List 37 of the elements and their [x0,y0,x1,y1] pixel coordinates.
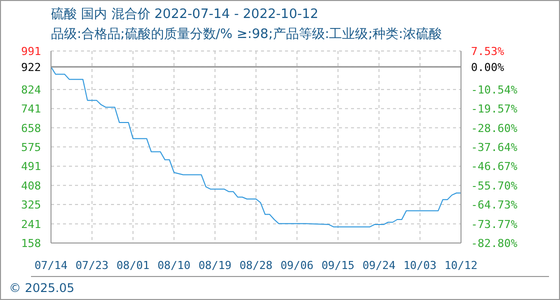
y2-tick-label: 0.00% [471,61,504,74]
y-tick-label: 658 [21,122,41,135]
y-tick-label: 241 [21,218,41,231]
x-tick-label: 09/15 [321,258,355,272]
y2-tick-label: 7.53% [471,45,504,58]
y2-tick-label: -82.80% [471,237,518,250]
y2-tick-label: -37.64% [471,141,518,154]
y2-tick-label: -64.73% [471,198,518,212]
x-tick-label: 07/14 [34,258,68,272]
x-tick-label: 10/12 [444,258,478,272]
y2-tick-label: -19.57% [471,102,518,116]
x-tick-label: 10/03 [403,258,437,272]
y-tick-label: 491 [21,160,41,174]
line-series [51,66,461,228]
x-tick-label: 08/10 [157,258,191,272]
chart-title: 硫酸 国内 混合价 2022-07-14 - 2022-10-12 [51,6,318,23]
x-tick-label: 07/23 [75,258,109,272]
y-tick-label: 991 [21,45,41,58]
chart-subtitle: 品级:合格品;硫酸的质量分数/% ≥:98;产品等级:工业级;种类:浓硫酸 [51,26,442,43]
y-tick-label: 408 [21,179,41,192]
text: © 2025.05 [9,281,74,295]
x-tick-label: 09/06 [280,258,314,272]
y-tick-label: 922 [21,60,41,74]
y-tick-label: 824 [21,83,42,96]
x-tick-label: 08/28 [239,258,273,272]
y-tick-label: 325 [21,198,41,212]
x-tick-label: 08/01 [116,258,150,272]
y-tick-label: 158 [21,237,41,250]
y-tick-label: 741 [21,102,41,116]
y2-tick-label: -46.67% [471,160,518,174]
x-tick-label: 08/19 [198,258,232,272]
x-tick-label: 09/24 [362,258,396,272]
y2-tick-label: -55.70% [471,179,518,192]
y2-tick-label: -73.77% [471,218,518,231]
y2-tick-label: -28.60% [471,122,518,135]
y-tick-label: 575 [21,140,41,154]
y2-tick-label: -10.54% [471,83,518,96]
